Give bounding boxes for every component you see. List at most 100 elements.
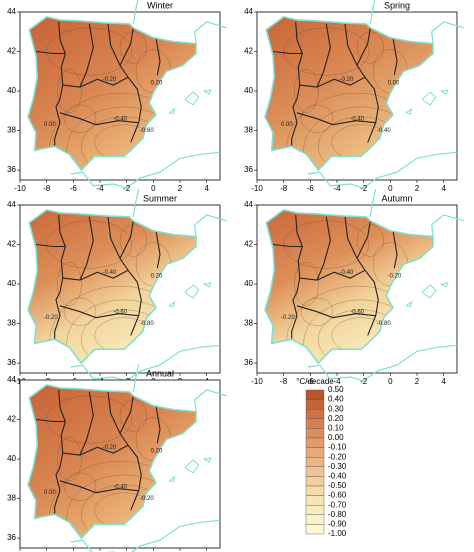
border — [107, 23, 142, 143]
contour — [294, 69, 319, 113]
border — [272, 243, 304, 340]
x-tick-label: -2 — [360, 377, 368, 386]
border — [356, 220, 371, 259]
y-tick-label: 36 — [244, 358, 253, 367]
coastline — [132, 364, 140, 393]
colorbar-swatch — [305, 505, 325, 516]
contour-label: -0.80 — [377, 321, 391, 327]
island — [421, 91, 437, 106]
contour-label: 0.20 — [151, 274, 163, 280]
contour — [356, 31, 384, 64]
coastline — [431, 21, 464, 44]
contour-label: -0.40 — [340, 270, 354, 276]
contour — [57, 437, 82, 482]
border — [59, 305, 139, 319]
x-tick-label: -10 — [251, 184, 263, 193]
y-tick-label: 42 — [7, 47, 16, 56]
y-tick-label: 44 — [244, 7, 253, 16]
colorbar-swatch — [305, 457, 325, 468]
border — [316, 23, 331, 88]
colorbar-label: -0.90 — [328, 520, 347, 529]
y-tick-label: 36 — [7, 358, 16, 367]
y-tick-label: 44 — [7, 200, 16, 209]
panel-title: Summer — [143, 193, 177, 203]
panel-title: Winter — [147, 0, 173, 10]
colorbar-swatch — [305, 495, 325, 506]
map-panel: -0.20-0.40-0.60-0.800.20Summer-10-8-6-4-… — [7, 189, 227, 386]
x-tick-label: -8 — [280, 184, 288, 193]
x-tick-label: -2 — [360, 184, 368, 193]
contour — [46, 395, 133, 444]
border — [79, 391, 94, 456]
panel-title: Autumn — [381, 193, 412, 203]
x-tick-label: -6 — [70, 184, 78, 193]
land — [28, 384, 196, 539]
x-tick-label: -4 — [96, 184, 104, 193]
colorbar-label: 0.00 — [328, 433, 344, 442]
contour — [46, 220, 133, 269]
coastline — [369, 189, 377, 218]
island — [405, 300, 413, 308]
contour — [57, 69, 82, 113]
contour-label: -0.40 — [350, 116, 364, 122]
x-tick-label: 0 — [388, 377, 393, 386]
map-panel: 0.00 -0.20 -0.40 -0.60 0.20 Winter -10 -8 -6 -4 -2… — [7, 0, 227, 193]
colorbar-label: 0.30 — [328, 404, 344, 413]
y-tick-label: 40 — [7, 279, 16, 288]
island — [184, 459, 200, 474]
colorbar-label: 0.40 — [328, 395, 344, 404]
border — [62, 76, 129, 88]
y-tick-label: 44 — [244, 200, 253, 209]
panel-title: Annual — [146, 368, 174, 378]
colorbar-swatch — [305, 447, 325, 458]
x-tick-label: -4 — [333, 377, 341, 386]
x-tick-label: -10 — [14, 184, 26, 193]
colorbar-swatch — [305, 399, 325, 410]
island — [184, 91, 200, 106]
x-tick-label: 4 — [441, 377, 446, 386]
border — [79, 23, 94, 88]
coastline — [70, 344, 221, 382]
y-tick-label: 42 — [244, 47, 253, 56]
border — [296, 305, 376, 319]
y-tick-label: 42 — [244, 240, 253, 249]
island — [202, 282, 212, 288]
border — [155, 230, 161, 269]
border — [392, 230, 398, 269]
y-tick-label: 38 — [244, 319, 253, 328]
contour-label: -0.20 — [44, 315, 58, 321]
island — [421, 284, 437, 299]
border — [79, 216, 94, 281]
contour-label: 0.00 — [44, 122, 56, 128]
coastline — [264, 16, 434, 172]
x-tick-label: 2 — [415, 377, 420, 386]
contour — [283, 27, 370, 76]
x-tick-label: -8 — [43, 184, 51, 193]
border — [107, 216, 142, 336]
colorbar-label: -0.40 — [328, 472, 347, 481]
colorbar-swatch — [305, 428, 325, 439]
border — [299, 76, 366, 88]
island — [168, 107, 176, 115]
panel-title: Spring — [384, 0, 410, 10]
border — [119, 395, 134, 434]
contour — [63, 297, 97, 326]
colorbar-label: -1.00 — [328, 529, 347, 538]
island — [202, 457, 212, 463]
border — [58, 389, 66, 422]
y-tick-label: 38 — [7, 319, 16, 328]
border — [59, 112, 139, 126]
colorbar-label: -0.70 — [328, 500, 347, 509]
contour-label: -0.60 — [140, 128, 154, 134]
colorbar-swatch — [305, 514, 325, 525]
contour — [300, 297, 334, 326]
coastline — [431, 214, 464, 237]
y-tick-label: 36 — [7, 165, 16, 174]
coastline — [264, 209, 434, 365]
y-tick-label: 44 — [7, 375, 16, 384]
contour-label: -0.40 — [113, 116, 127, 122]
x-tick-label: 2 — [178, 184, 183, 193]
contour-label: -0.20 — [103, 77, 117, 83]
island — [168, 475, 176, 483]
border — [119, 220, 134, 259]
